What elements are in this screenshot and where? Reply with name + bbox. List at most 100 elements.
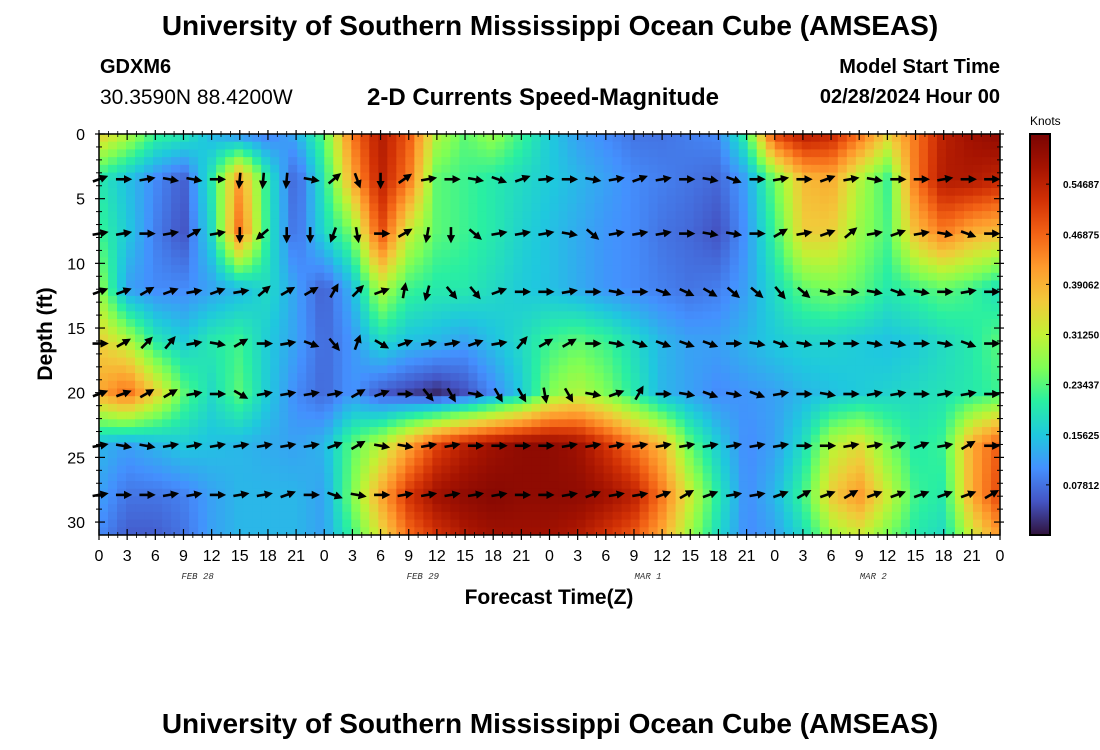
heatmap-cell — [468, 265, 479, 274]
heatmap-cell — [261, 234, 271, 243]
heatmap-cell — [747, 241, 758, 251]
heatmap-cell — [432, 195, 442, 204]
heatmap-cell — [756, 419, 767, 428]
heatmap-cell — [288, 380, 298, 390]
heatmap-cell — [774, 195, 785, 204]
heatmap-cell — [540, 180, 551, 189]
heatmap-cell — [486, 218, 497, 228]
heatmap-cell — [639, 211, 650, 220]
heatmap-cell — [333, 481, 343, 490]
heatmap-cell — [486, 234, 497, 243]
heatmap-cell — [864, 334, 875, 343]
heatmap-cell — [585, 157, 596, 166]
heatmap-cell — [747, 342, 758, 351]
heatmap-cell — [855, 349, 866, 359]
heatmap-cell — [630, 488, 641, 498]
heatmap-cell — [405, 450, 415, 459]
heatmap-cell — [387, 457, 397, 467]
heatmap-cell — [738, 334, 749, 343]
heatmap-cell — [225, 134, 235, 143]
heatmap-cell — [891, 211, 902, 220]
heatmap-cell — [369, 319, 379, 328]
heatmap-cell — [531, 195, 542, 204]
heatmap-cell — [639, 272, 650, 282]
heatmap-cell — [738, 187, 749, 197]
heatmap-cell — [765, 373, 776, 382]
heatmap-cell — [495, 357, 506, 366]
heatmap-cell — [711, 249, 722, 258]
heatmap-cell — [279, 450, 289, 459]
heatmap-cell — [198, 265, 208, 274]
heatmap-cell — [432, 234, 442, 243]
heatmap-cell — [720, 403, 731, 413]
heatmap-cell — [630, 303, 641, 312]
heatmap-cell — [990, 141, 1000, 151]
heatmap-cell — [171, 203, 181, 212]
heatmap-cell — [738, 311, 749, 320]
heatmap-cell — [324, 203, 334, 212]
heatmap-cell — [846, 203, 857, 212]
heatmap-cell — [333, 457, 343, 467]
heatmap-cell — [684, 504, 695, 513]
heatmap-cell — [621, 357, 632, 366]
heatmap-cell — [819, 157, 830, 166]
heatmap-cell — [612, 434, 623, 444]
heatmap-cell — [792, 457, 803, 467]
heatmap-cell — [567, 473, 578, 482]
heatmap-cell — [153, 195, 163, 204]
heatmap-cell — [837, 388, 848, 397]
heatmap-cell — [432, 496, 442, 505]
heatmap-cell — [126, 473, 136, 482]
heatmap-cell — [315, 311, 325, 320]
heatmap-cell — [711, 280, 722, 289]
heatmap-cell — [270, 357, 280, 366]
heatmap-cell — [783, 419, 794, 428]
heatmap-cell — [747, 380, 758, 390]
heatmap-cell — [288, 396, 298, 405]
heatmap-cell — [333, 134, 343, 143]
heatmap-cell — [306, 187, 316, 197]
heatmap-cell — [630, 457, 641, 467]
heatmap-cell — [810, 157, 821, 166]
heatmap-cell — [621, 149, 632, 158]
heatmap-cell — [414, 465, 424, 474]
heatmap-cell — [549, 280, 560, 289]
heatmap-cell — [495, 311, 506, 320]
heatmap-cell — [540, 380, 551, 390]
heatmap-cell — [540, 265, 551, 274]
heatmap-cell — [954, 473, 965, 482]
heatmap-cell — [216, 334, 226, 343]
heatmap-cell — [396, 241, 406, 251]
heatmap-cell — [405, 319, 415, 328]
heatmap-cell — [342, 195, 352, 204]
heatmap-cell — [720, 164, 731, 174]
heatmap-cell — [495, 234, 506, 243]
heatmap-cell — [414, 272, 424, 282]
heatmap-cell — [558, 357, 569, 366]
heatmap-cell — [324, 265, 334, 274]
heatmap-cell — [612, 319, 623, 328]
heatmap-cell — [657, 396, 668, 405]
heatmap-cell — [936, 157, 947, 166]
heatmap-cell — [477, 365, 488, 374]
heatmap-cell — [198, 450, 208, 459]
heatmap-cell — [297, 457, 307, 467]
heatmap-cell — [378, 203, 388, 212]
heatmap-cell — [324, 450, 334, 459]
heatmap-cell — [810, 488, 821, 498]
heatmap-cell — [513, 164, 524, 174]
heatmap-cell — [747, 203, 758, 212]
heatmap-cell — [684, 187, 695, 197]
heatmap-cell — [972, 195, 983, 204]
heatmap-cell — [657, 211, 668, 220]
heatmap-cell — [855, 303, 866, 312]
heatmap-cell — [639, 241, 650, 251]
heatmap-cell — [324, 257, 334, 266]
heatmap-cell — [711, 218, 722, 228]
heatmap-cell — [891, 365, 902, 374]
heatmap-cell — [711, 473, 722, 482]
heatmap-cell — [900, 157, 911, 166]
heatmap-cell — [414, 396, 424, 405]
heatmap-cell — [558, 326, 569, 336]
heatmap-cell — [900, 203, 911, 212]
